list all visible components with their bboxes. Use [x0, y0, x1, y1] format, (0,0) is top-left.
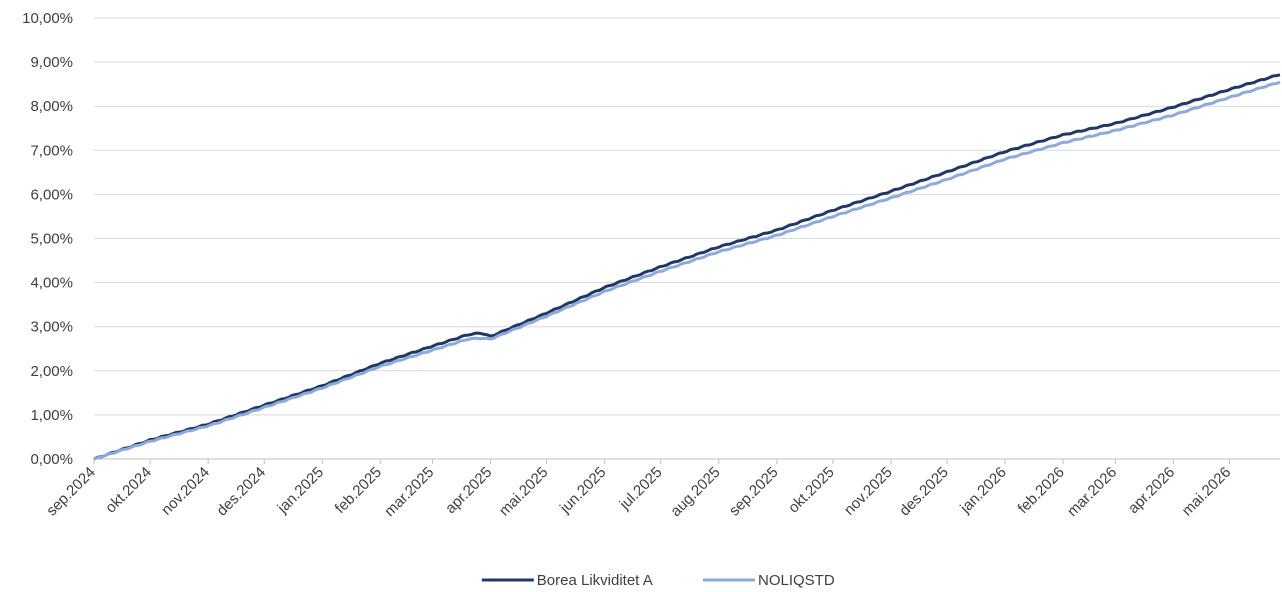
legend: Borea Likviditet A NOLIQSTD [481, 572, 835, 589]
y-tick-label: 2,00% [30, 363, 73, 380]
y-tick-label: 8,00% [30, 98, 73, 115]
y-tick-label: 7,00% [30, 142, 73, 159]
series-lines [93, 73, 1281, 461]
x-tick-label: okt.2025 [785, 464, 838, 517]
y-axis-tick-labels: 0,00% 1,00% 2,00% 3,00% 4,00% 5,00% 6,00% 7,00%… [22, 10, 73, 468]
x-tick-label: jul.2025 [616, 464, 666, 514]
y-tick-label: 1,00% [30, 407, 73, 424]
legend-label: Borea Likviditet A [537, 572, 653, 589]
x-tick-label: des.2025 [896, 464, 952, 520]
x-tick-label: sep.2025 [726, 464, 782, 520]
y-tick-label: 4,00% [30, 275, 73, 292]
y-tick-label: 9,00% [30, 54, 73, 71]
y-tick-label: 3,00% [30, 319, 73, 336]
y-tick-label: 0,00% [30, 451, 73, 468]
legend-label: NOLIQSTD [758, 572, 835, 589]
x-tick-label: jan.2026 [956, 464, 1009, 517]
series-line-1 [93, 73, 1281, 461]
x-tick-label: mai.2025 [496, 464, 552, 520]
x-tick-label: jun.2025 [556, 464, 609, 517]
y-tick-label: 5,00% [30, 231, 73, 248]
x-tick-label: apr.2025 [442, 464, 495, 517]
x-tick-label: sep.2024 [43, 464, 99, 520]
y-tick-label: 6,00% [30, 186, 73, 203]
x-tick-label: mar.2025 [381, 464, 437, 520]
x-tick-label: des.2024 [213, 464, 269, 520]
gridlines [94, 17, 1280, 460]
x-tick-label: mai.2026 [1179, 464, 1235, 520]
x-tick-label: aug.2025 [667, 464, 723, 520]
x-axis-tick-labels: sep.2024 okt.2024 nov.2024 des.2024 jan.2025… [43, 459, 1234, 520]
x-tick-label: feb.2026 [1015, 464, 1068, 517]
x-tick-label: nov.2025 [841, 464, 896, 519]
series-line-2 [93, 80, 1281, 461]
x-tick-label: jan.2025 [274, 464, 327, 517]
x-tick-label: apr.2026 [1125, 464, 1178, 517]
x-tick-label: feb.2025 [332, 464, 385, 517]
x-tick-label: nov.2024 [158, 464, 213, 519]
y-tick-label: 10,00% [22, 10, 73, 27]
x-tick-label: okt.2024 [102, 464, 155, 517]
x-tick-label: mar.2026 [1064, 464, 1120, 520]
